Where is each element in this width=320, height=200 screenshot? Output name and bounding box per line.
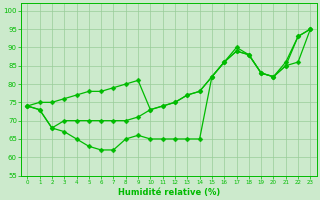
X-axis label: Humidité relative (%): Humidité relative (%) — [118, 188, 220, 197]
